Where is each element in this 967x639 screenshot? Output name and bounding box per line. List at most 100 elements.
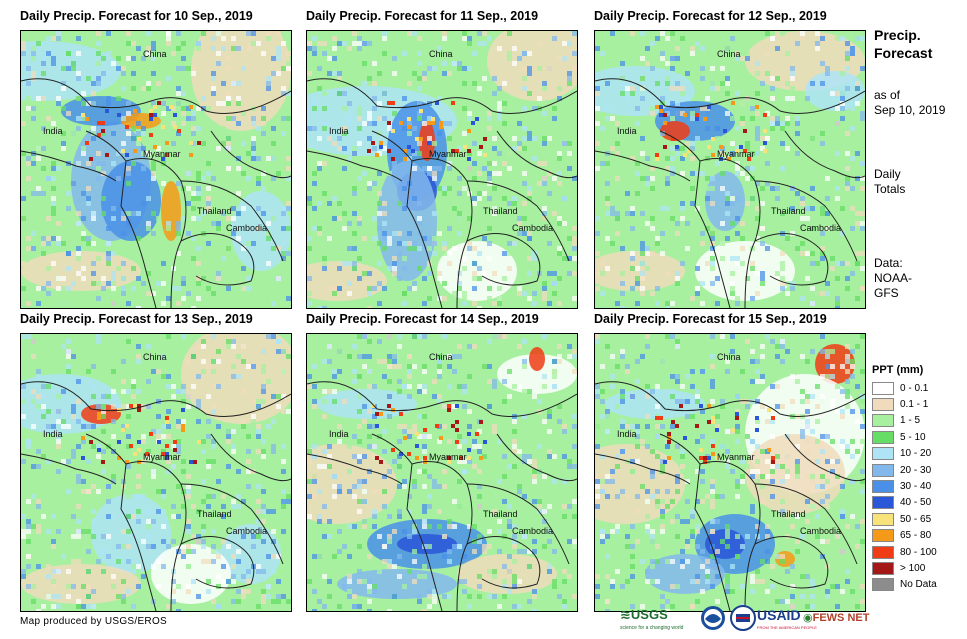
country-border [699, 461, 761, 611]
sidebar-data-source: Data: NOAA- GFS [874, 256, 912, 301]
legend-item: 50 - 65 [872, 511, 964, 527]
noaa-seal-icon [701, 606, 725, 630]
precip-field [307, 31, 577, 308]
legend-item: 10 - 20 [872, 446, 964, 462]
map-label-china: China [143, 49, 167, 59]
legend-label: 1 - 5 [900, 415, 921, 427]
legend-rows: 0 - 0.1 0.1 - 1 1 - 5 5 - 10 10 - 20 20 - 30 3… [872, 380, 964, 593]
country-border [21, 150, 117, 182]
legend-item: 30 - 40 [872, 478, 964, 494]
data-source: GFS [874, 286, 899, 300]
country-border [754, 233, 829, 286]
map-label-cambodia: Cambodia [800, 223, 842, 233]
panel-title: Daily Precip. Forecast for 12 Sep., 2019 [594, 9, 827, 23]
country-border [411, 461, 473, 611]
precip-map: China India Myanmar Thailand Cambodia [306, 333, 578, 612]
map-label-myanmar: Myanmar [429, 149, 467, 159]
map-label-thailand: Thailand [483, 509, 518, 519]
country-border [180, 180, 284, 262]
map-label-india: India [617, 429, 637, 439]
legend-item: 20 - 30 [872, 462, 964, 478]
map-label-thailand: Thailand [771, 509, 806, 519]
map-label-india: India [329, 429, 349, 439]
map-label-india: India [43, 429, 63, 439]
legend-label: 0.1 - 1 [900, 399, 929, 411]
country-border [210, 130, 291, 179]
map-label-thailand: Thailand [771, 206, 806, 216]
country-border [595, 381, 865, 417]
country-border [466, 233, 541, 286]
usaid-tagline: FROM THE AMERICAN PEOPLE [757, 625, 817, 630]
country-border [466, 536, 541, 589]
map-label-china: China [717, 352, 741, 362]
legend-swatch [872, 561, 894, 575]
precip-field [21, 31, 291, 308]
forecast-panel-sep-14: Daily Precip. Forecast for 14 Sep., 2019… [306, 309, 578, 612]
legend-item: No Data [872, 577, 964, 593]
country-border [659, 433, 731, 611]
legend-item: 1 - 5 [872, 413, 964, 429]
precip-field [21, 334, 291, 611]
usgs-wave-icon: ≋ [620, 607, 631, 622]
legend-label: > 100 [900, 562, 926, 574]
forecast-panel-sep-10: Daily Precip. Forecast for 10 Sep., 2019… [20, 6, 292, 309]
precip-field [595, 334, 865, 611]
legend-label: 80 - 100 [900, 546, 937, 558]
map-label-china: China [143, 352, 167, 362]
usaid-logo-text: USAID [757, 607, 801, 623]
country-border [784, 130, 865, 179]
country-border [496, 433, 577, 482]
map-label-myanmar: Myanmar [143, 452, 181, 462]
legend-item: 0.1 - 1 [872, 396, 964, 412]
legend-item: 5 - 10 [872, 429, 964, 445]
country-border [180, 233, 255, 286]
legend-label: 30 - 40 [900, 481, 932, 493]
country-border [466, 180, 570, 262]
precip-field [307, 334, 577, 611]
legend-label: 50 - 65 [900, 513, 932, 525]
map-label-china: China [429, 49, 453, 59]
map-label-cambodia: Cambodia [226, 223, 268, 233]
country-border [307, 150, 403, 182]
legend-label: 0 - 0.1 [900, 382, 929, 394]
country-border [659, 130, 731, 308]
precip-map: China India Myanmar Thailand Cambodia [306, 30, 578, 309]
map-label-myanmar: Myanmar [717, 149, 755, 159]
country-border [307, 453, 403, 485]
panel-title: Daily Precip. Forecast for 15 Sep., 2019 [594, 312, 827, 326]
sidebar-title: Precip. Forecast [874, 26, 932, 62]
country-border [21, 453, 117, 485]
legend-label: 20 - 30 [900, 464, 932, 476]
country-border [754, 536, 829, 589]
legend-swatch [872, 381, 894, 395]
map-label-cambodia: Cambodia [226, 526, 268, 536]
forecast-panel-sep-15: Daily Precip. Forecast for 15 Sep., 2019… [594, 309, 866, 612]
country-border [21, 78, 291, 114]
legend-label: 10 - 20 [900, 448, 932, 460]
forecast-panel-sep-12: Daily Precip. Forecast for 12 Sep., 2019… [594, 6, 866, 309]
country-border [180, 536, 255, 589]
map-credit: Map produced by USGS/EROS [20, 616, 168, 627]
legend-swatch [872, 496, 894, 510]
map-label-cambodia: Cambodia [512, 526, 554, 536]
map-label-china: China [717, 49, 741, 59]
precip-map: China India Myanmar Thailand Cambodia [594, 30, 866, 309]
map-label-thailand: Thailand [197, 206, 232, 216]
fews-globe-icon: ◉ [803, 612, 813, 624]
usaid-logo: USAID FROM THE AMERICAN PEOPLE [757, 605, 817, 633]
ppt-legend: PPT (mm) 0 - 0.1 0.1 - 1 1 - 5 5 - 10 10 - 2… [872, 364, 964, 593]
country-border [21, 381, 291, 417]
legend-swatch [872, 414, 894, 428]
legend-label: 5 - 10 [900, 431, 926, 443]
legend-item: 80 - 100 [872, 544, 964, 560]
legend-item: > 100 [872, 560, 964, 576]
panel-title: Daily Precip. Forecast for 11 Sep., 2019 [306, 9, 539, 23]
usaid-seal-icon [730, 605, 756, 631]
legend-label: 40 - 50 [900, 497, 932, 509]
sidebar-title-line: Precip. [874, 27, 921, 43]
country-border [784, 433, 865, 482]
data-label: Data: [874, 256, 903, 270]
map-label-thailand: Thailand [197, 509, 232, 519]
daily-label: Daily [874, 167, 901, 181]
map-label-myanmar: Myanmar [429, 452, 467, 462]
